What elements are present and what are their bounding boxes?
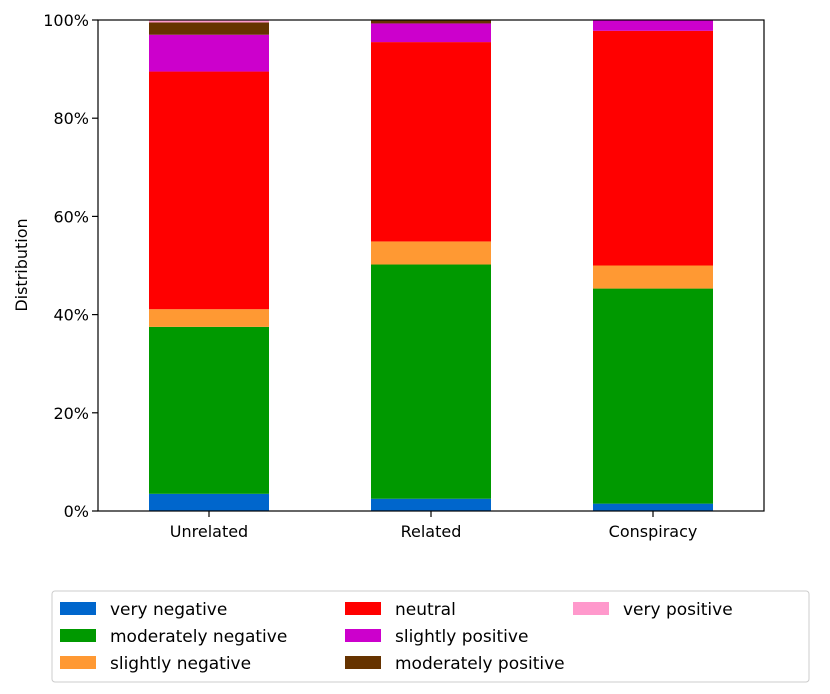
bar-conspiracy-moderately-negative (593, 288, 713, 504)
y-axis: 0% 20% 40% 60% 80% 100% (43, 11, 98, 521)
legend-swatch-neutral (345, 602, 381, 615)
bar-related-slightly-negative (371, 241, 491, 265)
legend-swatch-moderately-negative (60, 629, 96, 642)
legend-label-very-positive: very positive (623, 600, 733, 620)
x-axis: Unrelated Related Conspiracy (170, 511, 698, 541)
y-tick-label: 40% (53, 306, 89, 325)
legend-frame (51, 590, 810, 683)
legend-label-neutral: neutral (395, 600, 456, 620)
bar-unrelated-slightly-positive (149, 34, 269, 72)
legend-label-slightly-negative: slightly negative (110, 654, 251, 674)
legend-label-very-negative: very negative (110, 600, 227, 620)
legend-label-moderately-positive: moderately positive (395, 654, 565, 674)
bar-conspiracy-slightly-negative (593, 265, 713, 289)
legend-swatch-slightly-positive (345, 629, 381, 642)
y-tick-label: 100% (43, 11, 89, 30)
legend-swatch-moderately-positive (345, 656, 381, 669)
bar-related-very-negative (371, 498, 491, 511)
bar-related-moderately-negative (371, 264, 491, 499)
y-tick-label: 20% (53, 404, 89, 423)
bar-unrelated-very-negative (149, 493, 269, 511)
bar-conspiracy-very-negative (593, 503, 713, 511)
bar-unrelated-moderately-negative (149, 326, 269, 494)
legend-swatch-very-positive (573, 602, 609, 615)
bar-unrelated-slightly-negative (149, 309, 269, 327)
bar-conspiracy-neutral (593, 30, 713, 266)
y-tick-label: 80% (53, 109, 89, 128)
x-tick-label-conspiracy: Conspiracy (609, 522, 698, 541)
bar-related-moderately-positive (371, 20, 491, 24)
bar-conspiracy-slightly-positive (593, 20, 713, 31)
x-tick-label-unrelated: Unrelated (170, 522, 248, 541)
bar-related-neutral (371, 42, 491, 242)
legend: very negative moderately negative slightly… (51, 590, 810, 683)
legend-swatch-very-negative (60, 602, 96, 615)
legend-swatch-slightly-negative (60, 656, 96, 669)
x-tick-label-related: Related (401, 522, 462, 541)
bars-layer (149, 20, 713, 511)
y-tick-label: 0% (64, 502, 89, 521)
y-tick-label: 60% (53, 207, 89, 226)
legend-label-moderately-negative: moderately negative (110, 627, 287, 647)
bar-related-slightly-positive (371, 23, 491, 43)
legend-label-slightly-positive: slightly positive (395, 627, 528, 647)
bar-unrelated-neutral (149, 71, 269, 310)
bar-unrelated-very-positive (149, 20, 269, 23)
y-axis-label: Distribution (12, 218, 31, 311)
bar-unrelated-moderately-positive (149, 22, 269, 35)
